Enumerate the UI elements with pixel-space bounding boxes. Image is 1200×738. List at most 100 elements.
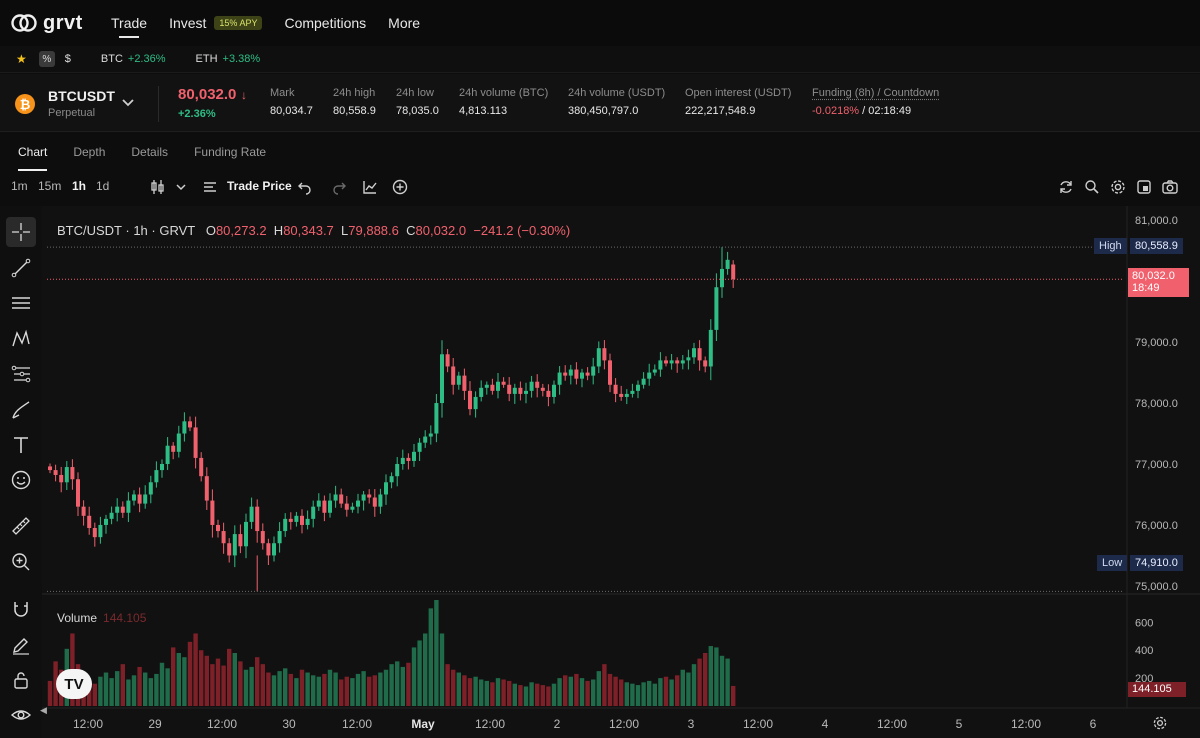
stat-funding[interactable]: Funding (8h) / Countdown -0.0218% / 02:1…	[812, 87, 939, 117]
zoom-search-icon[interactable]	[1083, 178, 1101, 196]
tradingview-logo[interactable]: TV	[56, 669, 92, 699]
volume-bar	[423, 633, 428, 706]
percent-toggle[interactable]: %	[38, 51, 55, 67]
volume-bar	[227, 648, 232, 706]
volume-legend-label: Volume	[57, 611, 98, 625]
text-icon	[14, 437, 28, 453]
price-source-icon[interactable]	[201, 178, 219, 196]
volume-bar	[451, 669, 456, 706]
timeframe-1h[interactable]: 1h	[72, 179, 87, 193]
pattern-icon	[12, 329, 30, 347]
candle-body	[143, 494, 148, 504]
price-axis-label: 78,000.0	[1135, 398, 1178, 410]
candle-body	[540, 387, 545, 391]
tab-details[interactable]: Details	[131, 145, 169, 159]
volume-bar	[602, 664, 607, 706]
nav-competitions-label: Competitions	[284, 15, 367, 31]
legend-open: 80,273.2	[215, 223, 267, 238]
legend-open-label: O	[205, 223, 216, 238]
indicators-icon[interactable]	[361, 178, 379, 196]
volume-bar	[98, 676, 103, 706]
candle-body	[109, 512, 114, 519]
lock-tool[interactable]	[6, 665, 36, 695]
candle-body	[456, 375, 461, 385]
candle-body	[300, 515, 304, 525]
volume-bar	[47, 680, 53, 706]
fib-tool[interactable]	[6, 359, 36, 389]
ticker-eth[interactable]: ETH +3.38%	[196, 53, 261, 65]
brush-tool[interactable]	[6, 395, 36, 425]
candle-body	[434, 403, 439, 434]
time-axis-label: 2	[554, 717, 561, 731]
candle-body	[154, 470, 159, 483]
ticker-btc-symbol: BTC	[100, 53, 123, 65]
nav-more[interactable]: More	[388, 0, 420, 46]
dollar-toggle[interactable]: $	[64, 53, 71, 65]
camera-icon[interactable]	[1161, 178, 1179, 196]
candle-body	[708, 329, 713, 367]
chevron-down-icon[interactable]	[172, 178, 190, 196]
ticker-btc[interactable]: BTC +2.36%	[101, 53, 166, 65]
timeframe-1d[interactable]: 1d	[96, 179, 110, 193]
emoji-tool[interactable]	[6, 465, 36, 495]
timeframe-15m[interactable]: 15m	[38, 179, 62, 193]
ruler-tool[interactable]	[6, 511, 36, 541]
stat-value: 380,450,797.0	[568, 105, 639, 117]
nav-competitions[interactable]: Competitions	[284, 0, 366, 46]
nav-trade[interactable]: Trade	[111, 0, 147, 46]
price-axis-label: 79,000.0	[1135, 337, 1178, 349]
nav-invest[interactable]: Invest 15% APY	[169, 0, 263, 46]
candle-body	[104, 518, 108, 525]
refresh-icon[interactable]	[1057, 178, 1075, 196]
candle-body	[658, 360, 663, 370]
favorites-star-icon[interactable]: ★	[16, 52, 27, 66]
candle-body	[339, 494, 344, 504]
tab-funding-rate[interactable]: Funding Rate	[194, 145, 267, 159]
candle-body	[283, 518, 288, 532]
candle-body	[367, 494, 372, 498]
text-tool[interactable]	[6, 430, 36, 460]
crosshair-tool[interactable]	[6, 217, 36, 247]
volume-bar	[322, 673, 327, 706]
price-source-label[interactable]: Trade Price	[227, 179, 292, 193]
candles	[48, 247, 736, 592]
pattern-tool[interactable]	[6, 324, 36, 354]
tab-chart[interactable]: Chart	[18, 133, 48, 171]
zoom-in-tool[interactable]	[6, 547, 36, 577]
undo-icon[interactable]	[296, 178, 314, 196]
fullscreen-icon[interactable]	[1135, 178, 1153, 196]
pencil-icon	[13, 638, 29, 655]
pencil-lock-tool[interactable]	[6, 630, 36, 660]
trend-line-tool[interactable]	[6, 253, 36, 283]
volume-bar	[355, 673, 361, 706]
symbol-name[interactable]: BTCUSDT	[48, 88, 115, 104]
time-axis-label: 6	[1090, 717, 1097, 731]
horizontal-lines-tool[interactable]	[6, 288, 36, 318]
scroll-left-icon[interactable]: ◀	[40, 705, 47, 715]
axis-settings-gear-icon[interactable]	[1152, 715, 1168, 731]
visibility-tool[interactable]	[6, 700, 36, 730]
funding-label[interactable]: Funding (8h) / Countdown	[812, 87, 940, 99]
candle-type-icon[interactable]	[149, 178, 167, 196]
candle-body	[98, 524, 103, 538]
candle-body	[440, 354, 444, 404]
chevron-down-icon[interactable]	[121, 96, 135, 110]
grvt-logo[interactable]: grvt	[11, 12, 101, 35]
timeframe-1m[interactable]: 1m	[11, 179, 28, 193]
magnet-tool[interactable]	[6, 594, 36, 624]
brush-icon	[12, 401, 30, 419]
add-circle-icon[interactable]	[391, 178, 409, 196]
settings-gear-icon[interactable]	[1109, 178, 1127, 196]
legend-low: 79,888.6	[348, 223, 399, 238]
volume-bar	[333, 672, 338, 706]
candle-body	[389, 476, 394, 483]
volume-bar	[255, 657, 260, 706]
candle-body	[322, 500, 327, 513]
volume-bar	[120, 664, 125, 706]
candle-body	[395, 464, 400, 477]
candle-body	[311, 506, 316, 519]
tab-depth[interactable]: Depth	[73, 145, 106, 159]
redo-icon[interactable]	[330, 178, 348, 196]
trend-line-icon	[11, 258, 31, 278]
